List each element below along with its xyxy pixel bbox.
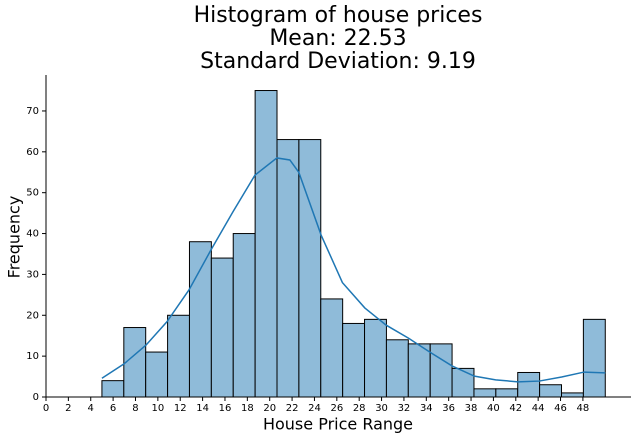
x-tick-label: 46 [554, 403, 567, 414]
x-tick-label: 20 [263, 403, 276, 414]
y-axis-label: Frequency [5, 196, 24, 279]
bar [451, 367, 475, 398]
chart-title: Histogram of house prices [194, 3, 483, 28]
x-tick-label: 40 [487, 403, 500, 414]
x-tick-label: 38 [465, 403, 478, 414]
x-tick-label: 26 [330, 403, 343, 414]
y-tick-label: 20 [26, 310, 39, 321]
bar [254, 90, 278, 398]
y-tick-label: 70 [26, 106, 39, 117]
chart-title: Standard Deviation: 9.19 [200, 49, 476, 74]
y-tick-label: 30 [26, 269, 39, 280]
x-tick-label: 14 [196, 403, 209, 414]
y-tick-label: 10 [26, 351, 39, 362]
bar [364, 318, 387, 398]
x-axis-label: House Price Range [263, 415, 413, 434]
bar [210, 257, 234, 398]
x-tick-label: 12 [174, 403, 187, 414]
x-tick-label: 4 [88, 403, 94, 414]
bar [429, 343, 453, 398]
bar [167, 314, 190, 398]
x-tick-label: 6 [110, 403, 116, 414]
bar [517, 371, 541, 398]
bar [582, 318, 606, 398]
bar [407, 343, 431, 398]
x-tick-label: 16 [219, 403, 232, 414]
bar [561, 392, 584, 398]
x-tick-label: 30 [375, 403, 388, 414]
x-tick-label: 10 [151, 403, 164, 414]
y-tick-label: 0 [33, 392, 39, 403]
x-tick-label: 48 [577, 403, 590, 414]
bar [276, 139, 300, 398]
bar [298, 139, 322, 398]
bar [188, 241, 212, 398]
x-tick-label: 44 [532, 403, 545, 414]
bar [123, 327, 147, 398]
chart-title: Mean: 22.53 [269, 26, 406, 51]
x-tick-label: 18 [241, 403, 254, 414]
bar [101, 380, 125, 398]
x-tick-label: 8 [132, 403, 138, 414]
bar [342, 322, 366, 398]
x-tick-label: 32 [398, 403, 411, 414]
y-tick-label: 50 [26, 188, 39, 199]
bar [539, 384, 563, 398]
bar [320, 298, 344, 398]
x-tick-label: 22 [286, 403, 299, 414]
x-tick-label: 42 [509, 403, 522, 414]
x-tick-label: 28 [353, 403, 366, 414]
y-tick-label: 60 [26, 147, 39, 158]
bar [495, 388, 519, 398]
bar [145, 351, 169, 398]
x-tick-label: 24 [308, 403, 321, 414]
bar [385, 339, 409, 398]
bar [473, 388, 497, 398]
bar [232, 233, 256, 398]
x-tick-label: 0 [43, 403, 49, 414]
y-tick-label: 40 [26, 229, 39, 240]
x-tick-label: 2 [65, 403, 71, 414]
kde-line [101, 157, 606, 383]
x-tick-label: 34 [420, 403, 433, 414]
x-tick-label: 36 [442, 403, 455, 414]
